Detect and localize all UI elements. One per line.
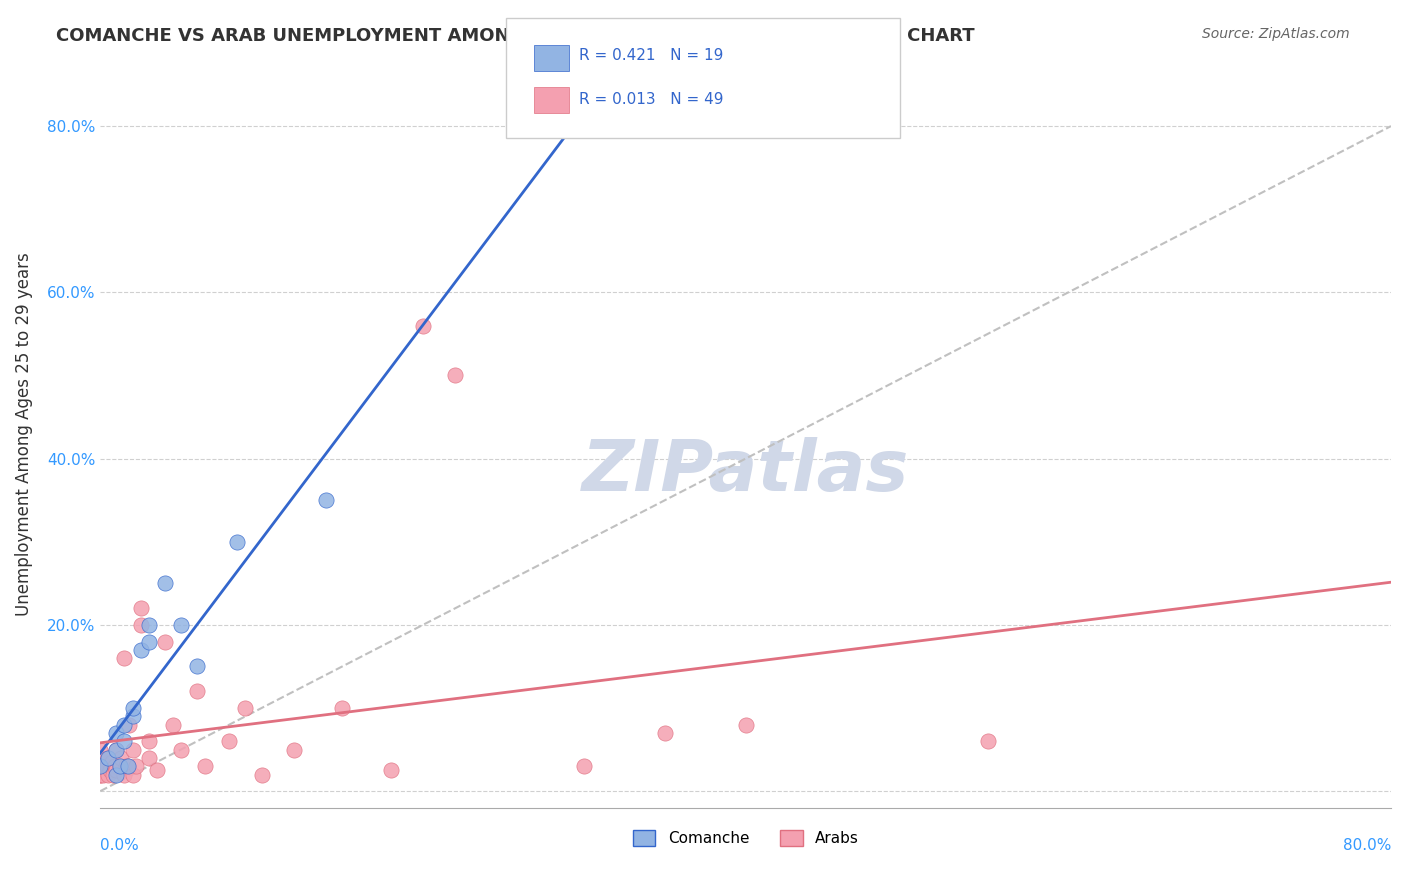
Point (114, 651, 136, 665)
Point (315, 493, 337, 508)
Point (97, 767, 120, 781)
Text: COMANCHE VS ARAB UNEMPLOYMENT AMONG AGES 25 TO 29 YEARS CORRELATION CHART: COMANCHE VS ARAB UNEMPLOYMENT AMONG AGES… (56, 27, 974, 45)
Point (226, 534, 249, 549)
Point (114, 734, 136, 748)
Point (89, 759, 111, 773)
Point (110, 751, 132, 765)
Point (93, 767, 115, 781)
Point (105, 764, 128, 778)
Point (186, 659, 208, 673)
Point (138, 634, 160, 648)
Y-axis label: Unemployment Among Ages 25 to 29 years: Unemployment Among Ages 25 to 29 years (15, 252, 32, 615)
Point (121, 709, 143, 723)
Text: R = 0.421   N = 19: R = 0.421 N = 19 (579, 48, 724, 62)
Point (89, 759, 111, 773)
Point (89, 759, 111, 773)
Point (129, 601, 152, 615)
Point (129, 642, 152, 657)
Point (170, 618, 193, 632)
Point (194, 759, 217, 773)
Point (186, 684, 208, 698)
Point (218, 734, 240, 748)
Point (117, 759, 139, 773)
Point (380, 764, 402, 778)
Text: 0.0%: 0.0% (100, 838, 139, 853)
Point (121, 767, 143, 781)
Point (115, 759, 138, 773)
Point (654, 726, 676, 740)
Point (444, 368, 467, 383)
Point (162, 717, 184, 731)
Point (138, 734, 160, 748)
Point (97, 751, 120, 765)
Point (734, 717, 756, 731)
Point (153, 634, 176, 648)
Point (412, 318, 434, 333)
Point (101, 767, 124, 781)
Point (574, 759, 596, 773)
Point (108, 759, 131, 773)
Text: 80.0%: 80.0% (1343, 838, 1391, 853)
Point (89, 751, 111, 765)
Point (105, 767, 128, 781)
Point (121, 701, 143, 715)
Point (89, 767, 111, 781)
Point (114, 767, 136, 781)
Point (108, 759, 131, 773)
Point (121, 742, 143, 756)
Point (235, 701, 257, 715)
Point (170, 742, 193, 756)
Point (104, 759, 127, 773)
Point (105, 742, 128, 756)
Point (97, 751, 120, 765)
Point (98, 764, 121, 778)
Point (118, 717, 141, 731)
Point (89, 767, 111, 781)
Point (138, 751, 160, 765)
Point (129, 618, 152, 632)
Point (117, 759, 139, 773)
Point (153, 576, 176, 591)
Text: Source: ZipAtlas.com: Source: ZipAtlas.com (1202, 27, 1350, 41)
Point (976, 734, 998, 748)
Point (114, 717, 136, 731)
Text: R = 0.013   N = 49: R = 0.013 N = 49 (579, 93, 724, 107)
Point (105, 726, 128, 740)
Point (138, 618, 160, 632)
Text: ZIPatlas: ZIPatlas (582, 436, 910, 506)
Point (94, 759, 117, 773)
Point (145, 764, 167, 778)
Point (125, 759, 148, 773)
Legend: Comanche, Arabs: Comanche, Arabs (627, 824, 865, 853)
Point (330, 701, 353, 715)
Point (96, 759, 118, 773)
Point (100, 755, 122, 769)
Point (283, 742, 305, 756)
Point (89, 742, 111, 756)
Point (250, 767, 273, 781)
Point (105, 742, 128, 756)
